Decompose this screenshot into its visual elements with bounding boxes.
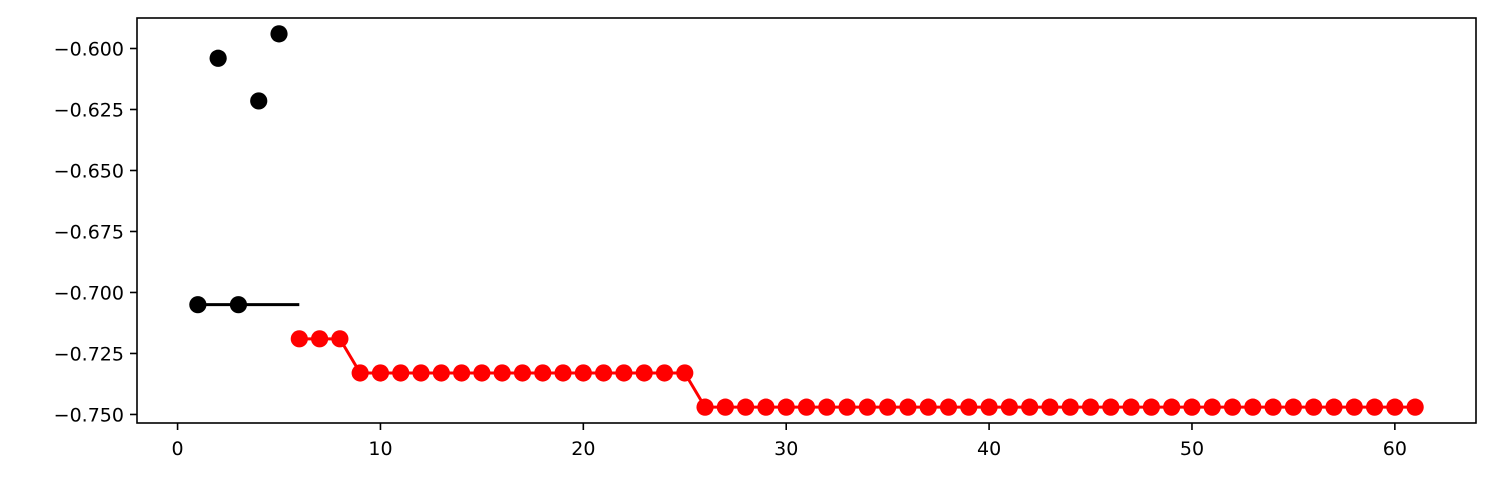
optimization-point-37 — [1041, 398, 1059, 416]
optimization-point-51 — [1325, 398, 1343, 416]
optimization-point-23 — [757, 398, 775, 416]
optimization-point-20 — [696, 398, 714, 416]
optimization-point-30 — [899, 398, 917, 416]
optimization-point-21 — [716, 398, 734, 416]
optimization-point-22 — [737, 398, 755, 416]
x-tick-label-0: 0 — [172, 438, 184, 460]
optimization-point-14 — [574, 364, 592, 382]
optimization-point-24 — [777, 398, 795, 416]
initial_points-point-3 — [250, 92, 268, 110]
optimization-point-38 — [1061, 398, 1079, 416]
optimization-point-45 — [1203, 398, 1221, 416]
optimization-point-34 — [980, 398, 998, 416]
optimization-point-54 — [1386, 398, 1404, 416]
y-tick-label-6: −0.750 — [54, 404, 124, 426]
optimization-point-50 — [1305, 398, 1323, 416]
optimization-point-44 — [1183, 398, 1201, 416]
optimization-point-52 — [1345, 398, 1363, 416]
optimization-point-9 — [473, 364, 491, 382]
marks-layer — [189, 25, 1424, 416]
optimization-point-19 — [676, 364, 694, 382]
initial_points-point-1 — [209, 49, 227, 67]
optimization-point-0 — [290, 330, 308, 348]
y-tick-label-0: −0.600 — [54, 38, 124, 60]
optimization-point-18 — [655, 364, 674, 382]
y-tick-label-1: −0.625 — [54, 99, 124, 121]
optimization-point-1 — [310, 330, 329, 348]
optimization-point-40 — [1102, 398, 1120, 416]
optimization-point-53 — [1365, 398, 1384, 416]
optimization-point-11 — [513, 364, 532, 382]
optimization-point-41 — [1122, 398, 1140, 416]
optimization-point-28 — [858, 398, 876, 416]
x-tick-label-1: 10 — [368, 438, 392, 460]
optimization-point-31 — [919, 398, 937, 416]
optimization-point-7 — [432, 364, 450, 382]
optimization-point-4 — [371, 364, 390, 382]
optimization-point-55 — [1406, 398, 1424, 416]
optimization-point-8 — [453, 364, 471, 382]
optimization-point-12 — [534, 364, 552, 382]
initial_points-point-2 — [229, 296, 248, 314]
initial_points-point-4 — [270, 25, 288, 43]
optimization-point-10 — [493, 364, 511, 382]
optimization-point-46 — [1223, 398, 1242, 416]
x-tick-label-4: 40 — [977, 438, 1001, 460]
optimization-point-43 — [1163, 398, 1181, 416]
optimization-point-48 — [1264, 398, 1282, 416]
optimization-point-39 — [1081, 398, 1100, 416]
optimization-point-25 — [797, 398, 816, 416]
initial_points-point-0 — [189, 296, 207, 314]
optimization-point-5 — [392, 364, 410, 382]
y-axis: −0.600 −0.625 −0.650 −0.675 −0.700 −0.725 −0.7… — [54, 38, 137, 426]
optimization-point-42 — [1142, 398, 1160, 416]
optimization-point-29 — [879, 398, 897, 416]
x-tick-label-3: 30 — [774, 438, 798, 460]
optimization-point-32 — [939, 398, 958, 416]
optimization-point-15 — [595, 364, 613, 382]
optimization-point-26 — [818, 398, 836, 416]
optimization-point-13 — [554, 364, 572, 382]
optimization-point-47 — [1244, 398, 1262, 416]
optimization-point-33 — [960, 398, 978, 416]
optimization-point-35 — [1000, 398, 1018, 416]
optimization-point-2 — [331, 330, 349, 348]
y-tick-label-3: −0.675 — [54, 221, 124, 243]
optimization-point-16 — [615, 364, 633, 382]
optimization-point-49 — [1284, 398, 1303, 416]
x-tick-label-6: 60 — [1383, 438, 1407, 460]
x-tick-label-5: 50 — [1180, 438, 1204, 460]
y-tick-label-4: −0.700 — [54, 282, 124, 304]
x-axis: 0 10 20 30 40 50 60 — [172, 423, 1407, 460]
plot-frame — [136, 17, 1477, 424]
y-tick-label-2: −0.650 — [54, 160, 124, 182]
optimization-point-36 — [1021, 398, 1039, 416]
optimization-point-3 — [351, 364, 369, 382]
optimization-point-17 — [635, 364, 653, 382]
optimization-point-27 — [838, 398, 856, 416]
optimization-point-6 — [412, 364, 430, 382]
x-tick-label-2: 20 — [571, 438, 595, 460]
y-tick-label-5: −0.725 — [54, 343, 124, 365]
